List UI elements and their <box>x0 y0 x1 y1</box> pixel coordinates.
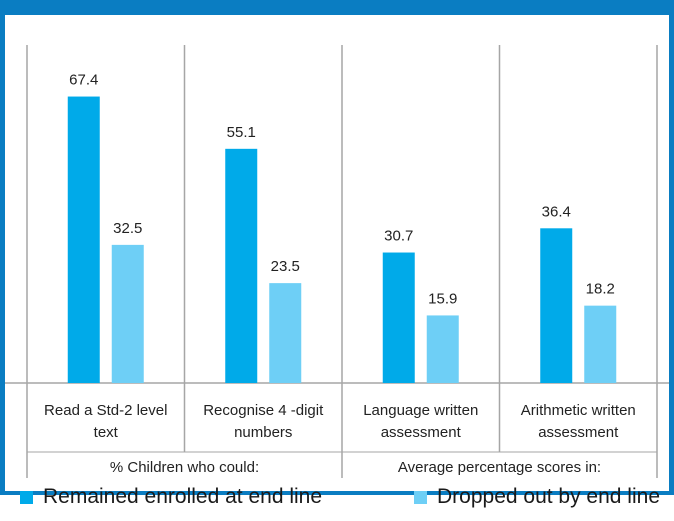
data-label: 15.9 <box>428 290 457 307</box>
chart-plot-area: 67.4 32.5 Read a Std-2 level text 55.1 23.5 Re… <box>5 45 669 478</box>
frame-left-border <box>0 0 5 495</box>
bar-dropped-out <box>269 283 302 383</box>
data-label: 36.4 <box>542 203 571 220</box>
data-label: 32.5 <box>113 220 142 237</box>
data-label: 67.4 <box>69 72 98 89</box>
bar-remained-enrolled <box>225 148 258 383</box>
legend-item-dropped-out: Dropped out by end line <box>414 485 660 509</box>
legend-label-dropped-out: Dropped out by end line <box>437 485 660 508</box>
x-tick-label: assessment <box>538 424 619 441</box>
x-tick-label: Recognise 4 -digit <box>203 402 324 419</box>
group-label: Average percentage scores in: <box>398 459 601 476</box>
frame-top-band <box>0 0 674 15</box>
bar-remained-enrolled <box>540 228 573 383</box>
chart-legend: Remained enrolled at end line Dropped ou… <box>0 485 674 521</box>
data-label: 18.2 <box>586 281 615 298</box>
x-tick-label: text <box>94 424 119 441</box>
bar-dropped-out <box>111 244 144 383</box>
data-label: 55.1 <box>227 124 256 141</box>
bar-dropped-out <box>426 315 459 383</box>
legend-item-remained-enrolled: Remained enrolled at end line <box>20 485 322 509</box>
legend-swatch-remained-enrolled <box>20 490 33 504</box>
bar-dropped-out <box>584 305 617 383</box>
group-label: % Children who could: <box>110 459 259 476</box>
bar-remained-enrolled <box>382 252 415 383</box>
legend-swatch-dropped-out <box>414 490 427 504</box>
frame-right-border <box>669 0 674 495</box>
x-tick-label: Read a Std-2 level <box>44 402 167 419</box>
x-tick-label: Arithmetic written <box>521 402 636 419</box>
x-tick-label: numbers <box>234 424 292 441</box>
x-tick-label: assessment <box>381 424 462 441</box>
legend-label-remained-enrolled: Remained enrolled at end line <box>43 485 323 508</box>
frame-bottom-rule <box>0 491 674 495</box>
data-label: 23.5 <box>271 258 300 275</box>
data-label: 30.7 <box>384 228 413 245</box>
x-tick-label: Language written <box>363 402 478 419</box>
bar-remained-enrolled <box>67 96 100 384</box>
